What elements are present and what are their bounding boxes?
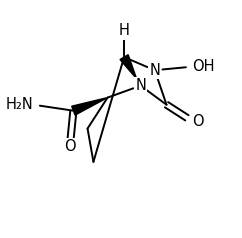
Text: H₂N: H₂N [6,97,33,112]
Polygon shape [120,55,137,79]
Text: O: O [64,139,76,154]
Polygon shape [72,98,108,115]
Text: OH: OH [192,59,215,74]
Text: H: H [119,23,129,39]
Text: N: N [135,78,146,93]
Text: O: O [192,114,204,129]
Text: N: N [149,63,160,78]
